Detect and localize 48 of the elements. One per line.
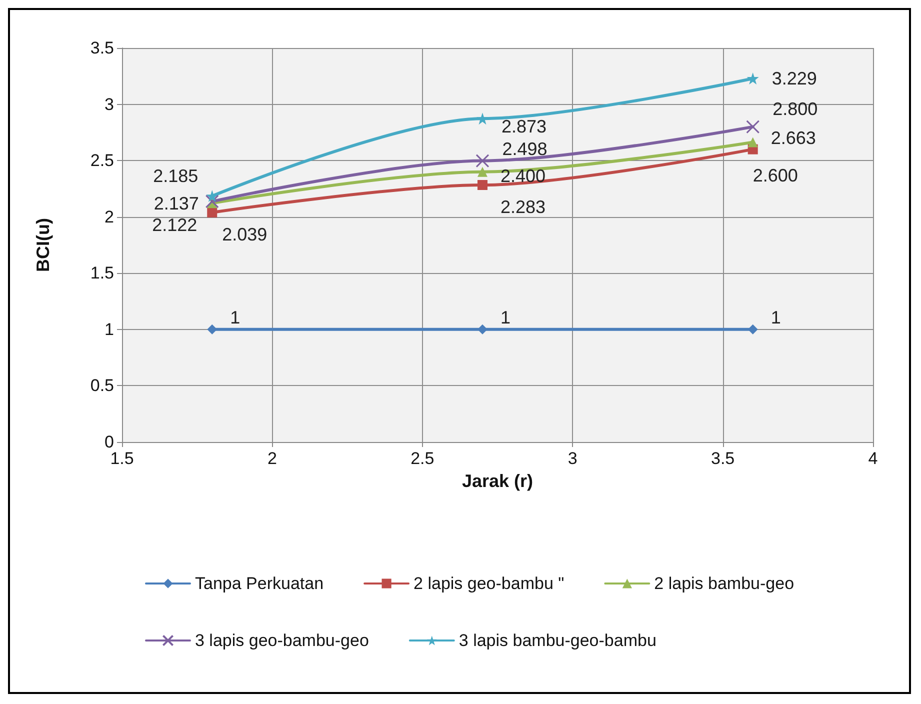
point xyxy=(748,324,758,334)
data-label: 1 xyxy=(500,307,510,328)
point xyxy=(207,324,218,334)
data-label: 2.600 xyxy=(752,165,798,186)
y-tick-label: 2 xyxy=(104,207,114,226)
y-tick-label: 1.5 xyxy=(90,264,114,283)
data-label: 2.498 xyxy=(502,138,548,159)
x-axis-title: Jarak (r) xyxy=(462,471,534,491)
point xyxy=(206,190,218,202)
data-label: 2.663 xyxy=(770,128,816,148)
point xyxy=(476,154,490,168)
point xyxy=(207,207,218,218)
data-label: 2.873 xyxy=(501,116,547,137)
point xyxy=(746,72,759,85)
legend-label: 2 lapis geo-bambu " xyxy=(414,574,564,593)
data-label: 2.137 xyxy=(154,193,199,214)
x-tick-label: 2.5 xyxy=(410,449,434,468)
x-tick-label: 2 xyxy=(267,449,277,468)
legend-label: 3 lapis bambu-geo-bambu xyxy=(458,631,656,650)
point xyxy=(477,180,488,190)
x-tick-label: 3.5 xyxy=(710,449,735,468)
x-tick-label: 3 xyxy=(568,449,578,468)
y-tick-label: 2.5 xyxy=(90,151,114,170)
point xyxy=(476,112,488,125)
y-tick-label: 0 xyxy=(104,432,114,452)
point xyxy=(746,120,760,134)
y-tick-label: 0.5 xyxy=(90,376,114,396)
data-label: 2.283 xyxy=(500,197,546,217)
point xyxy=(477,166,488,177)
data-label: 2.400 xyxy=(500,166,546,186)
point xyxy=(205,194,219,208)
data-label: 2.039 xyxy=(222,224,268,244)
legend-label: 3 lapis geo-bambu-geo xyxy=(195,631,369,650)
x-tick-label: 4 xyxy=(868,449,878,468)
data-label: 2.800 xyxy=(772,98,818,119)
y-tick-label: 3 xyxy=(104,94,114,114)
y-tick-label: 3.5 xyxy=(90,38,114,58)
data-label: 1 xyxy=(770,307,781,328)
data-label: 2.185 xyxy=(153,166,198,186)
y-axis-title: BCI(u) xyxy=(33,218,53,272)
legend-label: Tanpa Perkuatan xyxy=(195,574,324,593)
data-label: 3.229 xyxy=(772,68,817,89)
point xyxy=(748,137,758,148)
y-tick-label: 1 xyxy=(104,320,114,339)
point xyxy=(477,324,488,334)
data-label: 1 xyxy=(230,307,240,328)
legend-label: 2 lapis bambu-geo xyxy=(654,574,794,593)
data-label: 2.122 xyxy=(152,215,198,236)
